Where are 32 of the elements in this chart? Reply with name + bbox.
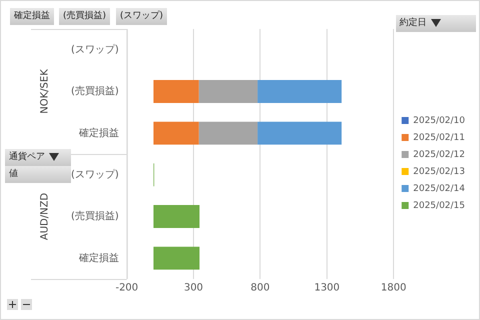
bar — [153, 80, 199, 103]
x-tick-label: 1800 — [380, 282, 406, 294]
x-tick-label: 1300 — [314, 282, 340, 294]
y-tick-label: (スワップ) — [70, 168, 119, 180]
x-tick-label: 300 — [184, 282, 204, 294]
y-tick-label: (売買損益) — [70, 85, 119, 98]
legend-label: 2025/02/14 — [413, 184, 466, 194]
bar — [153, 205, 200, 228]
legend-title: 約定日 — [396, 15, 476, 32]
bar — [258, 122, 342, 145]
legend-label: 2025/02/11 — [413, 132, 465, 143]
bar — [153, 122, 199, 145]
y-tick-label: (売買損益) — [70, 210, 119, 222]
legend-label: 2025/02/10 — [413, 116, 466, 126]
y-tick-label: (スワップ) — [70, 43, 119, 56]
y-tick-label: 確定損益 — [78, 252, 119, 264]
y-tick-label: 確定損益 — [78, 126, 119, 139]
bar — [153, 246, 200, 270]
x-tick-label: -200 — [115, 282, 138, 294]
text: 値 — [5, 166, 71, 183]
bar — [198, 80, 258, 103]
text: 通貨ペア — [5, 149, 71, 166]
legend-label: 2025/02/13 — [413, 166, 465, 177]
x-tick-label: 800 — [250, 282, 270, 294]
bar — [198, 122, 258, 145]
text: NOK/SEK — [40, 68, 51, 114]
legend-label: 2025/02/15 — [413, 200, 465, 211]
text: AUD/NZD — [40, 192, 51, 240]
text: 確定損益 — [10, 8, 54, 25]
text: (スワップ) — [116, 8, 168, 25]
legend-label: 2025/02/12 — [413, 150, 465, 160]
bar — [258, 80, 342, 103]
